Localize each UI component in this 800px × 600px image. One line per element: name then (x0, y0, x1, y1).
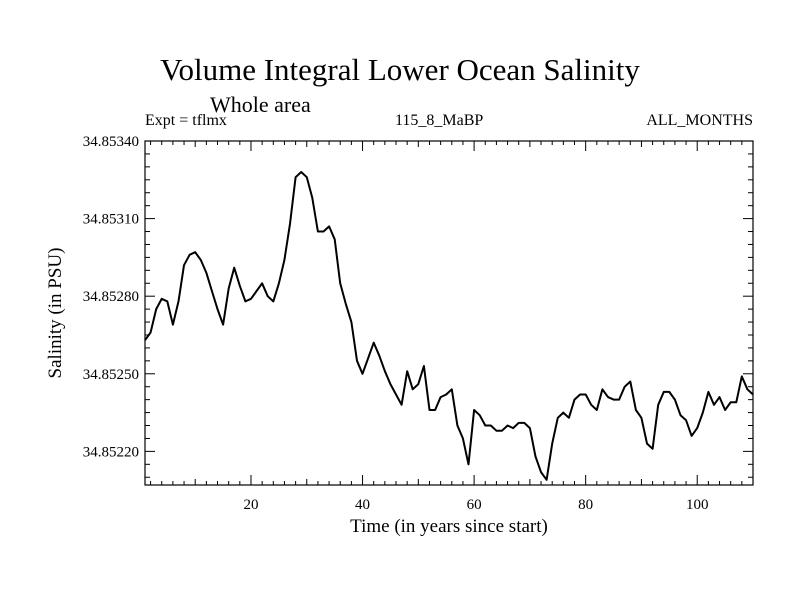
series-line-salinity (144, 171, 754, 481)
chart-subtitle: Whole area (210, 92, 311, 117)
x-tick-label: 60 (467, 497, 482, 513)
x-tick-label: 100 (686, 497, 709, 513)
y-tick-label: 34.85340 (83, 134, 139, 150)
y-tick-label: 34.85310 (83, 212, 139, 228)
months-label: ALL_MONTHS (646, 112, 753, 129)
x-tick-label: 80 (578, 497, 593, 513)
plot-frame (144, 140, 754, 486)
x-axis-label: Time (in years since start) (350, 516, 548, 537)
experiment-label: Expt = tflmx (145, 112, 227, 129)
x-tick-label: 40 (355, 497, 370, 513)
period-label: 115_8_MaBP (395, 112, 484, 129)
y-tick-label: 34.85220 (83, 444, 139, 460)
chart-title: Volume Integral Lower Ocean Salinity (160, 52, 640, 87)
y-tick-label: 34.85250 (83, 367, 139, 383)
y-tick-label: 34.85280 (83, 289, 139, 305)
y-axis-label: Salinity (in PSU) (45, 248, 66, 379)
x-tick-label: 20 (243, 497, 258, 513)
